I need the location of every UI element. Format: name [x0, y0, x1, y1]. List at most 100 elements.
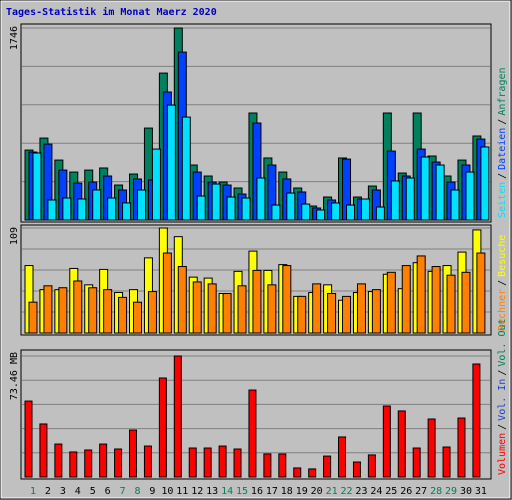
bar [461, 271, 471, 334]
x-tick-label: 3 [60, 486, 66, 497]
bar [84, 449, 93, 478]
bar [248, 389, 257, 478]
bar [162, 252, 172, 334]
x-tick-label: 12 [191, 486, 203, 497]
bar [316, 209, 326, 221]
x-tick-label: 8 [134, 486, 140, 497]
bar [338, 436, 347, 478]
bar [342, 295, 352, 334]
bar [166, 104, 176, 221]
legend-separator: / [497, 173, 508, 179]
x-tick-label: 24 [370, 486, 382, 497]
bar [129, 429, 138, 478]
bar [207, 283, 217, 334]
bar [278, 453, 287, 478]
bar [416, 255, 426, 334]
bar [151, 148, 161, 221]
bar [435, 164, 445, 221]
bar [371, 289, 381, 334]
bar [346, 204, 356, 221]
legend: Seiten / Dateien / Anfragen [497, 67, 508, 218]
bar [226, 196, 236, 221]
bar [472, 363, 481, 478]
x-tick-label: 2 [45, 486, 51, 497]
bar [47, 199, 57, 221]
legend-entry: Seiten [497, 182, 508, 218]
bar [356, 283, 366, 334]
bar [39, 423, 48, 478]
x-tick-label: 14 [221, 486, 233, 497]
x-tick-label: 22 [341, 486, 353, 497]
x-tick-label: 21 [326, 486, 338, 497]
legend-entry: Dateien [497, 128, 508, 170]
x-tick-label: 5 [90, 486, 96, 497]
bar [114, 448, 123, 478]
bar [188, 447, 197, 478]
legend-separator: / [497, 370, 508, 376]
bar [401, 265, 411, 334]
bar [177, 266, 187, 334]
legend-entry: Vol. In [497, 379, 508, 421]
legend-separator: / [497, 119, 508, 125]
legend-entry: Rechner [497, 289, 508, 331]
x-tick-label: 13 [206, 486, 218, 497]
bar [241, 197, 251, 221]
bar [203, 447, 212, 478]
bar [442, 446, 451, 478]
bar [181, 116, 191, 221]
bar [196, 195, 206, 221]
bar [446, 274, 456, 334]
bar [58, 287, 68, 334]
bar [427, 418, 436, 478]
bar [62, 197, 72, 221]
bar [88, 287, 98, 334]
x-tick-label: 19 [296, 486, 308, 497]
bar [271, 204, 281, 221]
bar [331, 202, 341, 221]
x-tick-label: 16 [251, 486, 263, 497]
bar [218, 445, 227, 478]
bar [293, 467, 302, 478]
legend: Rechner / Besuche [497, 235, 508, 331]
bar [397, 410, 406, 478]
bar [43, 285, 53, 334]
x-tick-label: 26 [400, 486, 412, 497]
legend-separator: / [497, 280, 508, 286]
bar [390, 180, 400, 221]
bar [312, 283, 322, 334]
bar [308, 468, 317, 478]
legend: Volumen / Vol. In / Vol. Out [497, 318, 508, 475]
bar [32, 152, 42, 221]
legend-entry: Vol. Out [497, 318, 508, 366]
bar [28, 301, 38, 334]
bar [386, 271, 396, 334]
legend-separator: / [497, 424, 508, 430]
bar [118, 296, 128, 334]
legend-entry: Anfragen [497, 67, 508, 115]
x-tick-label: 18 [281, 486, 293, 497]
bar [431, 266, 441, 334]
bar [137, 189, 147, 221]
bar [352, 461, 361, 478]
x-tick-label: 10 [161, 486, 173, 497]
bar [107, 197, 117, 221]
x-tick-label: 23 [355, 486, 367, 497]
bar [256, 177, 266, 221]
bar [476, 252, 486, 334]
bar [99, 443, 108, 478]
x-tick-label: 1 [30, 486, 36, 497]
x-tick-label: 28 [430, 486, 442, 497]
bar [301, 203, 311, 221]
bar [267, 284, 277, 334]
bar [450, 189, 460, 221]
bar [382, 405, 391, 478]
bar [24, 400, 33, 478]
bar [173, 355, 182, 478]
x-tick-label: 11 [176, 486, 188, 497]
x-tick-label: 6 [105, 486, 111, 497]
bar [367, 454, 376, 478]
bar [73, 280, 83, 334]
bar [69, 451, 78, 478]
